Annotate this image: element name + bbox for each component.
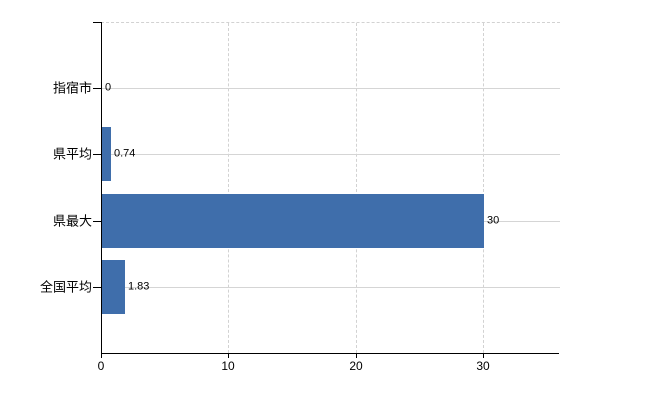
plot-top-border <box>101 22 560 23</box>
bar <box>102 194 484 248</box>
bar <box>102 260 125 314</box>
x-tick-label: 30 <box>476 359 490 373</box>
bar-value-label: 30 <box>487 214 500 227</box>
category-label: 全国平均 <box>39 279 92 295</box>
y-axis-tick <box>93 88 101 89</box>
category-label: 県最大 <box>52 213 92 229</box>
x-tick-label: 20 <box>349 359 363 373</box>
x-tick-label: 10 <box>221 359 235 373</box>
bar-value-label: 1.83 <box>128 280 150 293</box>
grid-line-h <box>102 88 560 89</box>
bar-value-label: 0.74 <box>114 147 136 160</box>
y-axis-top-tick <box>93 22 101 23</box>
grid-line-h <box>102 154 560 155</box>
bar <box>102 127 111 181</box>
bar-value-label: 0 <box>105 81 112 94</box>
x-tick-label: 0 <box>97 359 105 373</box>
category-label: 指宿市 <box>52 80 92 96</box>
grid-line-v <box>228 23 229 353</box>
y-axis-line <box>101 22 102 354</box>
x-axis-tick <box>101 353 102 358</box>
y-axis-tick <box>93 154 101 155</box>
y-axis-tick <box>93 221 101 222</box>
grid-line-v <box>483 23 484 353</box>
y-axis-tick <box>93 287 101 288</box>
x-axis-tick <box>228 353 229 358</box>
category-label: 県平均 <box>52 146 92 162</box>
x-axis-tick <box>483 353 484 358</box>
x-axis-line <box>101 353 559 354</box>
grid-line-h <box>102 287 560 288</box>
x-axis-tick <box>356 353 357 358</box>
grid-line-v <box>356 23 357 353</box>
